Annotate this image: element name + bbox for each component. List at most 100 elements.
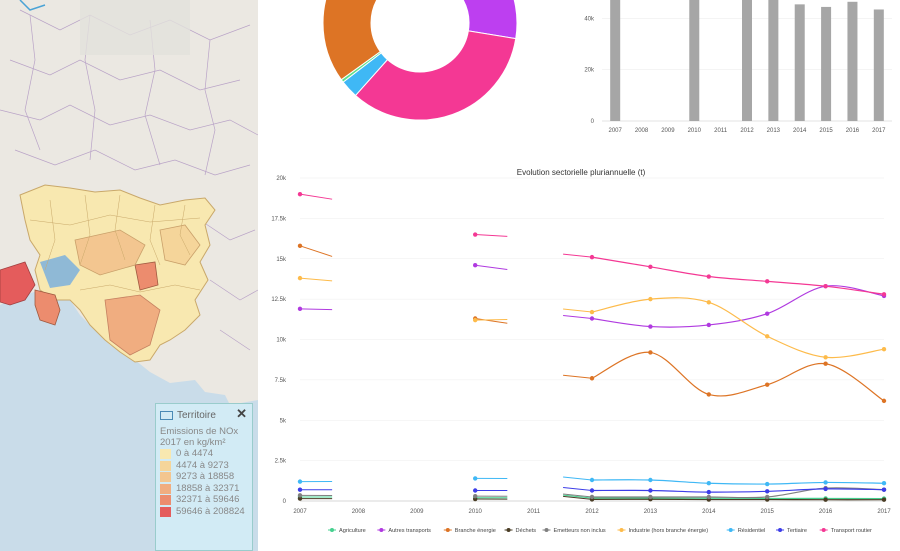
donut-slice[interactable] (437, 0, 518, 40)
bar[interactable] (794, 4, 805, 121)
legend-marker-icon (728, 528, 733, 532)
series-point[interactable] (473, 488, 478, 493)
series-point[interactable] (823, 355, 828, 360)
bar[interactable] (610, 0, 621, 121)
series-line-lead (563, 476, 593, 481)
series-point[interactable] (765, 481, 770, 487)
series-point[interactable] (648, 324, 653, 329)
series-point[interactable] (881, 497, 887, 502)
series-line[interactable] (591, 285, 885, 328)
series-point[interactable] (765, 334, 770, 339)
line-legend-item[interactable]: Tertiaire (776, 528, 807, 534)
series-point[interactable] (297, 493, 303, 498)
series-point[interactable] (823, 480, 828, 485)
series-point[interactable] (823, 284, 828, 289)
series-line[interactable] (591, 351, 885, 402)
series-point[interactable] (765, 382, 770, 387)
series-point[interactable] (297, 479, 303, 484)
bar[interactable] (873, 9, 884, 121)
series-point[interactable] (823, 497, 828, 502)
series-point[interactable] (823, 361, 828, 366)
donut-slice[interactable] (354, 30, 517, 121)
series-point[interactable] (297, 275, 303, 281)
map-canvas[interactable] (0, 0, 258, 551)
series-line[interactable] (591, 256, 885, 295)
series-point[interactable] (765, 494, 770, 500)
line-x-tick: 2017 (877, 509, 891, 515)
series-point[interactable] (648, 494, 653, 500)
series-point[interactable] (706, 489, 711, 495)
series-point[interactable] (589, 376, 595, 381)
series-line[interactable] (591, 479, 885, 485)
line-legend-item[interactable]: Emetteurs non inclus (542, 528, 606, 534)
series-point[interactable] (473, 317, 478, 323)
series-point[interactable] (297, 243, 303, 249)
donut-chart[interactable] (322, 0, 518, 121)
series-point[interactable] (648, 488, 653, 493)
line-chart[interactable]: Evolution sectorielle pluriannuelle (t) 0… (271, 168, 891, 534)
series-point[interactable] (706, 300, 711, 305)
series-point[interactable] (589, 494, 595, 500)
series-point[interactable] (589, 309, 595, 315)
series-point[interactable] (648, 350, 653, 355)
series-point[interactable] (881, 487, 887, 492)
series-point[interactable] (297, 306, 303, 312)
line-legend-item[interactable]: Déchets (504, 528, 537, 534)
line-legend-item[interactable]: Agriculture (328, 528, 366, 534)
emissions-map[interactable]: ✕ Territoire Emissions de NOx 2017 en kg… (0, 0, 258, 551)
series-point[interactable] (473, 263, 478, 268)
series-point[interactable] (473, 476, 478, 481)
bar-chart[interactable]: 0 20k 40k 2007 2008 2009 2010 2011 2012 2013 2014 2… (584, 0, 892, 134)
series-point[interactable] (765, 489, 770, 494)
legend-close-icon[interactable]: ✕ (236, 406, 247, 421)
line-y-tick: 5k (280, 418, 287, 424)
series-point[interactable] (881, 292, 887, 297)
series-line[interactable] (591, 488, 885, 493)
series-point[interactable] (881, 398, 887, 404)
line-x-tick: 2016 (819, 509, 833, 515)
bar-y-tick: 0 (591, 119, 595, 125)
series-point[interactable] (881, 481, 887, 486)
series-point[interactable] (706, 392, 711, 397)
series-point[interactable] (473, 493, 478, 499)
series-point[interactable] (823, 486, 828, 492)
bar-x-tick: 2008 (635, 128, 649, 134)
series-point[interactable] (297, 487, 303, 492)
series-point[interactable] (706, 494, 711, 500)
series-point[interactable] (765, 279, 770, 284)
line-legend-item[interactable]: Industrie (hors branche énergie) (617, 528, 709, 534)
bar[interactable] (689, 0, 700, 121)
series-point[interactable] (473, 232, 478, 237)
line-legend-item[interactable]: Transport routier (819, 528, 872, 534)
series-point[interactable] (589, 316, 595, 321)
series-point[interactable] (297, 191, 303, 197)
series-point[interactable] (589, 477, 595, 483)
series-point[interactable] (706, 481, 711, 486)
line-legend-item[interactable]: Autres transports (377, 528, 431, 534)
bar[interactable] (821, 6, 832, 121)
series-point[interactable] (297, 496, 303, 501)
legend-marker-icon (544, 528, 549, 532)
series-line-lead (563, 253, 593, 258)
series-point[interactable] (589, 488, 595, 493)
series-point[interactable] (648, 296, 653, 302)
series-point[interactable] (648, 477, 653, 483)
series-line-lead (563, 315, 593, 320)
line-legend-item[interactable]: Branche énergie (443, 528, 496, 534)
series-line-lead (563, 308, 593, 313)
bar[interactable] (847, 1, 858, 122)
line-legend-item[interactable]: Résidentiel (726, 528, 766, 534)
series-point[interactable] (881, 346, 887, 352)
legend-swatch (160, 483, 171, 494)
donut-slice[interactable] (322, 0, 381, 81)
bar[interactable] (768, 0, 779, 121)
etang-water (40, 255, 80, 288)
series-point[interactable] (706, 322, 711, 328)
series-point[interactable] (589, 254, 595, 260)
series-point[interactable] (706, 274, 711, 279)
bar[interactable] (742, 0, 752, 121)
series-point[interactable] (765, 311, 770, 316)
series-point[interactable] (648, 264, 653, 270)
series-line[interactable] (592, 487, 885, 499)
series-line[interactable] (591, 297, 885, 359)
